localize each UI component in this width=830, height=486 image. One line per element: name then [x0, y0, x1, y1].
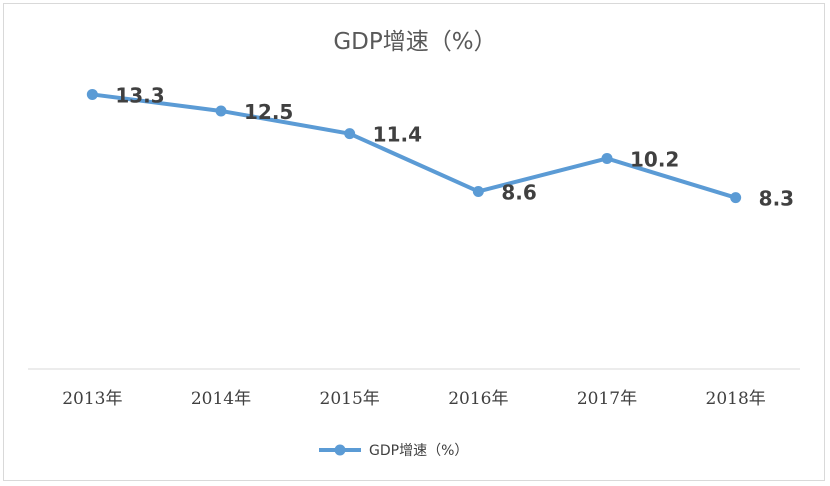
data-label: 8.3 — [759, 187, 794, 211]
x-tick-label: 2018年 — [706, 389, 766, 409]
x-tick-labels: 2013年 2014年 2015年 2016年 2017年 2018年 — [62, 389, 766, 409]
series-line — [90, 92, 738, 200]
data-label: 11.4 — [373, 123, 422, 147]
data-label: 13.3 — [115, 83, 164, 107]
x-tick-label: 2014年 — [191, 389, 251, 409]
data-point — [86, 88, 98, 100]
data-point — [730, 192, 742, 204]
data-point — [344, 128, 356, 140]
x-tick-label: 2017年 — [577, 389, 637, 409]
legend-label: GDP增速（%） — [369, 443, 468, 459]
legend-point-marker — [334, 444, 346, 456]
chart-frame — [3, 3, 825, 481]
chart-title: GDP增速（%） — [333, 29, 496, 55]
data-point — [472, 185, 484, 197]
series-layer — [86, 88, 742, 204]
x-tick-label: 2016年 — [448, 389, 508, 409]
x-tick-label: 2013年 — [62, 389, 122, 409]
data-point — [601, 152, 613, 164]
data-label: 8.6 — [501, 180, 536, 204]
data-labels: 13.3 12.5 11.4 8.6 10.2 8.3 — [115, 83, 794, 210]
data-point — [215, 105, 227, 117]
x-tick-label: 2015年 — [320, 389, 380, 409]
legend: GDP增速（%） — [319, 443, 468, 459]
data-label: 12.5 — [244, 100, 293, 124]
data-label: 10.2 — [630, 147, 679, 171]
